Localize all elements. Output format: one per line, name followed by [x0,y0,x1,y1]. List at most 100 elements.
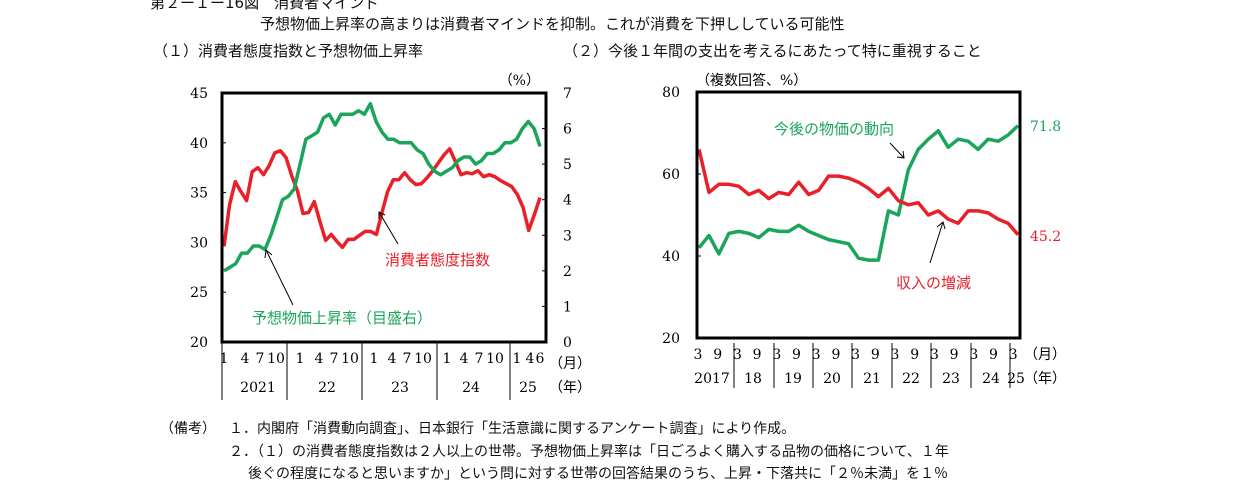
chart1-month-tick-label: 1 [220,351,229,367]
chart2-year-label: 24 [982,371,1000,387]
chart1-year-label: 22 [318,380,336,396]
chart2-y-axis: 80 60 40 20 [662,85,701,347]
chart2-end-label-income: 45.2 [1030,229,1061,245]
chart1-right-tick-label: 6 [563,122,572,138]
chart2-month-tick-label: 9 [950,347,959,363]
chart2-month-tick-label: 3 [1009,347,1018,363]
chart2-year-unit: （年） [1024,371,1066,387]
chart2-month-tick-label: 3 [969,347,978,363]
chart2-series-prices-line [697,124,1020,262]
chart2-year-label: 21 [863,371,881,387]
chart2-y-tick-label: 40 [662,249,680,265]
note-3: 後ぐの程度になると思いますか」という問に対する世帯の回答結果のうち、上昇・下落共… [248,466,948,482]
chart2-month-tick-label: 9 [713,347,722,363]
chart1-arrowhead-inflation [264,249,273,259]
chart2-month-tick-label: 9 [753,347,762,363]
chart2-frame [695,90,1022,340]
chart2-arrowhead-prices [896,150,905,159]
chart2-month-tick-label: 3 [694,347,703,363]
chart1-right-tick-label: 1 [563,299,572,315]
chart1-month-tick-label: 7 [475,351,484,367]
chart1-year-unit: （年） [549,380,591,396]
chart2-arrow-income [929,221,944,264]
chart1-month-tick-label: 10 [267,351,285,367]
chart1-right-unit: （%） [499,73,540,89]
chart1-year-label: 25 [519,380,537,396]
chart1-series [222,101,542,273]
chart1-annotation-inflation: 予想物価上昇率（目盛右） [252,309,432,327]
chart2-month-tick-label: 9 [989,347,998,363]
chart2-y-tick-label: 20 [662,331,680,347]
chart1-right-axis: 7 6 5 4 3 2 1 0 [542,86,572,351]
chart1-month-unit: （月） [549,356,591,372]
chart1-left-tick-label: 30 [190,235,208,251]
chart2-month-tick-label: 9 [910,347,919,363]
chart1-month-tick-label: 7 [403,351,412,367]
chart1-arrow-inflation [265,249,294,306]
chart1-month-tick-label: 4 [388,351,397,367]
chart2-arrowhead-income [936,221,946,230]
chart1-annotation-sentiment: 消費者態度指数 [385,251,490,269]
chart2-arrow-prices [889,142,905,159]
chart2-year-label: 23 [942,371,960,387]
chart1-left-tick-label: 25 [190,285,208,301]
chart2-month-tick-label: 3 [891,347,900,363]
chart1-right-tick-label: 5 [563,157,572,173]
chart2-year-label: 19 [784,371,802,387]
chart1-month-tick-label: 4 [241,351,250,367]
chart1-month-tick-label: 10 [414,351,432,367]
chart1-month-tick-label: 7 [330,351,339,367]
chart1-left-tick-label: 45 [190,86,208,102]
chart2-year-label: 18 [744,371,762,387]
chart1-month-tick-label: 10 [341,351,359,367]
chart1-right-tick-label: 7 [563,86,572,102]
chart1-month-tick-label: 1 [370,351,379,367]
chart2-year-label: 22 [902,371,920,387]
chart2-unit: （複数回答、%） [696,72,807,89]
chart2-month-unit: （月） [1024,347,1066,363]
chart1-month-tick-label: 1 [513,351,522,367]
chart1-left-tick-label: 20 [190,335,208,351]
chart1-month-tick-label: 1 [443,351,452,367]
chart2-annotation-prices: 今後の物価の動向 [774,120,894,138]
figure-title: 第２ー１ー16図 消費者マインド [150,0,380,12]
chart2-series [697,124,1020,262]
chart1-series-inflation-line [223,101,542,273]
chart2-month-tick-label: 9 [831,347,840,363]
chart1-year-label: 2021 [240,380,276,396]
chart2-year-label: 20 [823,371,841,387]
chart2-end-label-prices: 71.8 [1030,119,1061,135]
note-1: １．内閣府「消費動向調査」、日本銀行「生活意識に関するアンケート調査」により作成… [229,421,796,437]
chart1-arrowhead-sentiment [378,211,386,219]
chart1-left-tick-label: 40 [190,136,208,152]
chart2-month-tick-label: 3 [733,347,742,363]
chart2-month-tick-label: 3 [772,347,781,363]
chart2-year-label: 25 [1007,371,1025,387]
chart2-month-tick-label: 9 [871,347,880,363]
chart2-annotation-income: 収入の増減 [896,274,971,292]
chart1-series-sentiment-line [222,147,542,250]
chart1-arrow-sentiment [378,211,399,245]
chart1-month-tick-label: 7 [256,351,265,367]
chart2-x-axis: 3 9 3 9 3 9 3 9 3 9 3 9 3 9 3 9 3 （月）2017 18 19 20 21 22 23 24 25… [694,343,1066,388]
chart2-y-tick-label: 60 [662,167,680,183]
chart1-month-tick-label: 4 [460,351,469,367]
chart1-left-axis: 45 40 35 30 25 20 [190,86,226,351]
chart2-month-tick-label: 3 [812,347,821,363]
chart2-series-income-line [697,149,1020,236]
chart1-month-tick-label: 4 [526,351,535,367]
chart1-frame [220,91,548,344]
chart1-month-tick-label: 1 [296,351,305,367]
chart1-left-tick-label: 35 [190,186,208,202]
panel2-title: （２）今後１年間の支出を考えるにあたって特に重視すること [563,42,982,60]
chart1-right-tick-label: 0 [563,335,572,351]
chart2-month-tick-label: 9 [792,347,801,363]
chart1-x-axis: 1 4 7 10 1 4 7 10 1 4 7 10 1 4 7 10 1 4 6 （月）2021 22 23 24 25 （年… [220,342,591,400]
chart1-month-tick-label: 6 [536,351,545,367]
chart1-month-tick-label: 4 [315,351,324,367]
chart1-year-label: 24 [462,380,480,396]
chart1-right-tick-label: 4 [563,193,572,209]
